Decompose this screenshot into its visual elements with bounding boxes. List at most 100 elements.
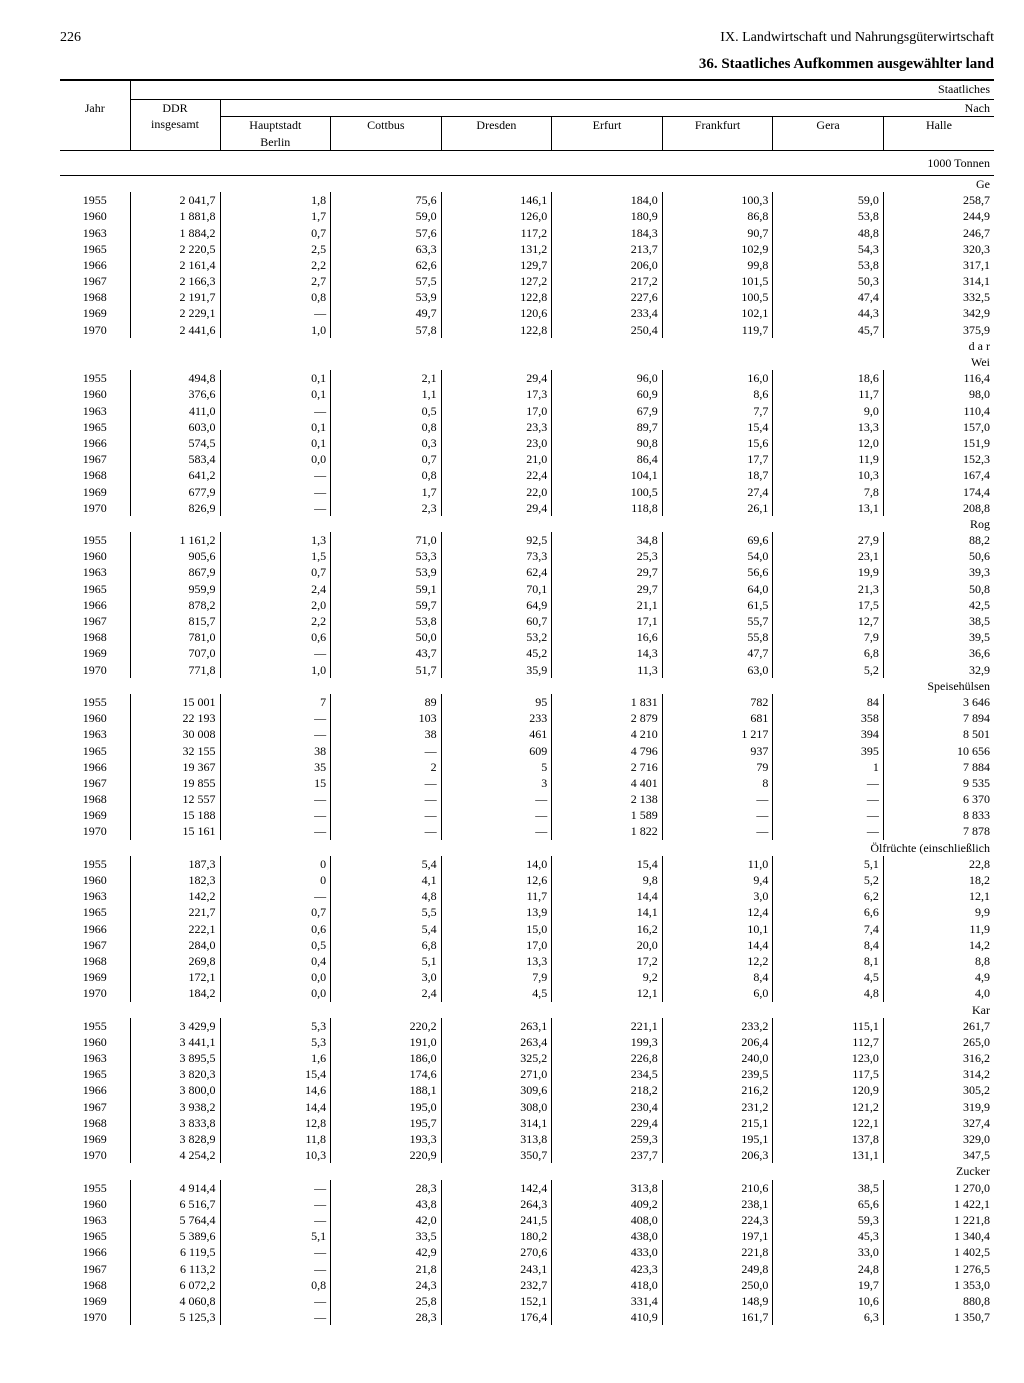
cell: 7,8 bbox=[773, 484, 884, 500]
section-label: Ölfrüchte (einschließlich bbox=[60, 840, 994, 856]
cell: 18,2 bbox=[883, 872, 994, 888]
cell: — bbox=[773, 807, 884, 823]
cell: 184,3 bbox=[552, 225, 663, 241]
cell: — bbox=[220, 1196, 331, 1212]
cell: 314,1 bbox=[883, 273, 994, 289]
year-cell: 1960 bbox=[60, 208, 130, 224]
col-header: HauptstadtBerlin bbox=[220, 117, 331, 150]
cell: — bbox=[220, 710, 331, 726]
cell: 197,1 bbox=[662, 1228, 773, 1244]
year-cell: 1966 bbox=[60, 435, 130, 451]
cell: 29,7 bbox=[552, 564, 663, 580]
cell: 176,4 bbox=[441, 1309, 552, 1325]
cell: 222,1 bbox=[130, 921, 220, 937]
cell: 6,6 bbox=[773, 904, 884, 920]
cell: 1 217 bbox=[662, 726, 773, 742]
cell: 9,4 bbox=[662, 872, 773, 888]
year-cell: 1970 bbox=[60, 500, 130, 516]
cell: 24,3 bbox=[331, 1277, 442, 1293]
cell: 6 370 bbox=[883, 791, 994, 807]
cell: 4,1 bbox=[331, 872, 442, 888]
cell: 19,7 bbox=[773, 1277, 884, 1293]
cell: 50,6 bbox=[883, 548, 994, 564]
cell: 53,8 bbox=[773, 257, 884, 273]
cell: 329,0 bbox=[883, 1131, 994, 1147]
cell: 27,4 bbox=[662, 484, 773, 500]
cell: 102,9 bbox=[662, 241, 773, 257]
cell: 53,2 bbox=[441, 629, 552, 645]
cell: 218,2 bbox=[552, 1082, 663, 1098]
cell: 29,4 bbox=[441, 370, 552, 386]
cell: 131,2 bbox=[441, 241, 552, 257]
cell: 60,7 bbox=[441, 613, 552, 629]
year-cell: 1960 bbox=[60, 548, 130, 564]
cell: 7 884 bbox=[883, 759, 994, 775]
year-cell: 1968 bbox=[60, 791, 130, 807]
cell: 14,4 bbox=[220, 1099, 331, 1115]
cell: — bbox=[662, 823, 773, 839]
cell: 14,1 bbox=[552, 904, 663, 920]
cell: 574,5 bbox=[130, 435, 220, 451]
cell: 2 166,3 bbox=[130, 273, 220, 289]
cell: 5 764,4 bbox=[130, 1212, 220, 1228]
year-cell: 1963 bbox=[60, 726, 130, 742]
year-cell: 1967 bbox=[60, 937, 130, 953]
cell: 13,3 bbox=[441, 953, 552, 969]
year-cell: 1968 bbox=[60, 953, 130, 969]
cell: 63,3 bbox=[331, 241, 442, 257]
cell: 8,4 bbox=[662, 969, 773, 985]
cell: 342,9 bbox=[883, 305, 994, 321]
cell: 22 193 bbox=[130, 710, 220, 726]
cell: 239,5 bbox=[662, 1066, 773, 1082]
cell: — bbox=[220, 305, 331, 321]
cell: 10,1 bbox=[662, 921, 773, 937]
cell: 180,9 bbox=[552, 208, 663, 224]
cell: 96,0 bbox=[552, 370, 663, 386]
cell: 0,0 bbox=[220, 985, 331, 1001]
cell: 410,9 bbox=[552, 1309, 663, 1325]
cell: 57,8 bbox=[331, 322, 442, 338]
cell: 641,2 bbox=[130, 467, 220, 483]
year-cell: 1955 bbox=[60, 694, 130, 710]
cell: 2 191,7 bbox=[130, 289, 220, 305]
cell: 206,3 bbox=[662, 1147, 773, 1163]
cell: 227,6 bbox=[552, 289, 663, 305]
cell: 38,5 bbox=[773, 1180, 884, 1196]
cell: 100,5 bbox=[552, 484, 663, 500]
cell: 358 bbox=[773, 710, 884, 726]
cell: 48,8 bbox=[773, 225, 884, 241]
cell: 174,6 bbox=[331, 1066, 442, 1082]
cell: 826,9 bbox=[130, 500, 220, 516]
cell: 7 894 bbox=[883, 710, 994, 726]
year-cell: 1969 bbox=[60, 484, 130, 500]
cell: 8,4 bbox=[773, 937, 884, 953]
cell: 4 914,4 bbox=[130, 1180, 220, 1196]
cell: 249,8 bbox=[662, 1261, 773, 1277]
year-cell: 1967 bbox=[60, 451, 130, 467]
cell: 89,7 bbox=[552, 419, 663, 435]
year-cell: 1969 bbox=[60, 807, 130, 823]
cell: 43,7 bbox=[331, 645, 442, 661]
cell: 3 833,8 bbox=[130, 1115, 220, 1131]
cell: 45,7 bbox=[773, 322, 884, 338]
cell: 15,4 bbox=[662, 419, 773, 435]
cell: 59,1 bbox=[331, 581, 442, 597]
cell: 112,7 bbox=[773, 1034, 884, 1050]
cell: — bbox=[331, 791, 442, 807]
cell: 12,0 bbox=[773, 435, 884, 451]
year-cell: 1966 bbox=[60, 257, 130, 273]
cell: 215,1 bbox=[662, 1115, 773, 1131]
cell: 182,3 bbox=[130, 872, 220, 888]
cell: 395 bbox=[773, 743, 884, 759]
cell: 6,0 bbox=[662, 985, 773, 1001]
cell: 206,4 bbox=[662, 1034, 773, 1050]
cell: 9,2 bbox=[552, 969, 663, 985]
cell: 314,2 bbox=[883, 1066, 994, 1082]
cell: — bbox=[220, 823, 331, 839]
cell: 11,9 bbox=[883, 921, 994, 937]
cell: 11,3 bbox=[552, 662, 663, 678]
cell: 64,0 bbox=[662, 581, 773, 597]
cell: — bbox=[220, 807, 331, 823]
cell: 17,1 bbox=[552, 613, 663, 629]
cell: 6 516,7 bbox=[130, 1196, 220, 1212]
